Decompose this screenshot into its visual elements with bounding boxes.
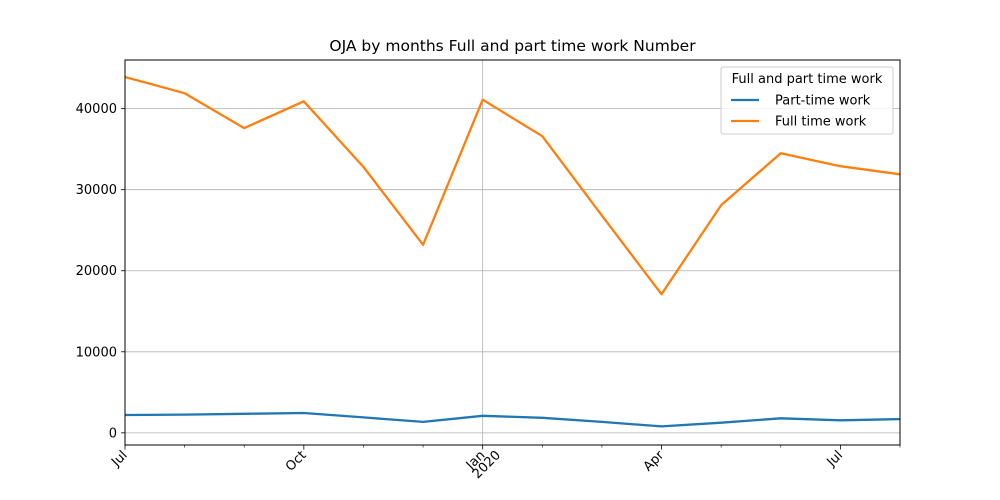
x-tick-label: Apr bbox=[641, 448, 668, 475]
x-tick-label-group: Jul bbox=[108, 448, 130, 470]
x-tick-label-group: Oct bbox=[283, 448, 310, 475]
x-tick-label: Jul bbox=[108, 448, 130, 470]
chart-title: OJA by months Full and part time work Nu… bbox=[329, 37, 696, 55]
legend-box bbox=[720, 66, 894, 135]
legend-label: Full time work bbox=[775, 115, 867, 130]
x-tick-label: Oct bbox=[283, 448, 310, 475]
series-full-time-work bbox=[124, 75, 901, 296]
series-line bbox=[124, 75, 901, 296]
y-axis: 0 10000 20000 30000 40000 bbox=[76, 102, 125, 441]
y-tick-label: 10000 bbox=[76, 345, 117, 360]
grid-lines bbox=[125, 60, 900, 445]
series-lines bbox=[124, 75, 901, 428]
legend-title: Full and part time work bbox=[732, 72, 883, 87]
series-line bbox=[124, 411, 901, 428]
y-tick-label: 30000 bbox=[76, 183, 117, 198]
y-tick-label: 0 bbox=[109, 426, 117, 441]
x-tick-label: Jul bbox=[824, 448, 846, 470]
x-tick-label-group: Jul bbox=[824, 448, 846, 470]
legend: Full and part time work Part-time work Fu… bbox=[720, 66, 894, 135]
y-tick-label: 20000 bbox=[76, 264, 117, 279]
legend-label: Part-time work bbox=[775, 94, 871, 109]
series-part-time-work bbox=[124, 411, 901, 428]
x-tick-label-group: Apr bbox=[641, 448, 668, 475]
y-tick-label: 40000 bbox=[76, 102, 117, 117]
plot-area-frame bbox=[124, 59, 901, 446]
